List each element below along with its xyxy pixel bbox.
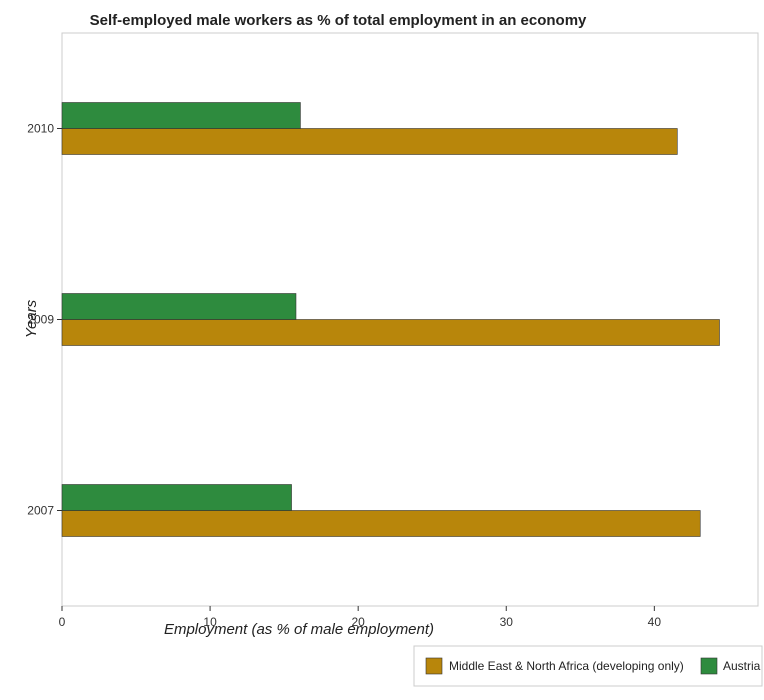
- bar-austria-2009: [61, 293, 297, 320]
- x-axis: 0 10 20 30 40: [59, 606, 662, 629]
- legend-label-austria: Austria: [723, 659, 761, 673]
- x-tick-label: 30: [500, 615, 514, 629]
- x-tick-label: 0: [59, 615, 66, 629]
- x-tick-label: 40: [648, 615, 662, 629]
- legend: Middle East & North Africa (developing o…: [413, 645, 763, 687]
- y-tick-label: 2010: [27, 122, 54, 136]
- x-tick-label: 10: [203, 615, 217, 629]
- chart-title: Self-employed male workers as % of total…: [90, 12, 587, 29]
- legend-label-mena: Middle East & North Africa (developing o…: [449, 659, 684, 673]
- bar-austria-2010: [61, 102, 301, 129]
- bar-mena-2007: [61, 510, 701, 537]
- bar-mena-2010: [61, 128, 678, 155]
- bar-mena-2009: [61, 319, 720, 346]
- legend-swatch-mena: [425, 657, 443, 675]
- bar-austria-2007: [61, 484, 292, 511]
- x-tick-label: 20: [351, 615, 365, 629]
- x-axis-label: Employment (as % of male employment): [164, 621, 434, 638]
- legend-swatch-austria: [700, 657, 718, 675]
- bars-group: [61, 102, 720, 537]
- y-tick-label: 2007: [27, 504, 54, 518]
- y-tick-label: 2009: [27, 313, 54, 327]
- y-axis: 2007 2009 2010: [27, 122, 62, 518]
- y-axis-label: Years: [23, 299, 40, 338]
